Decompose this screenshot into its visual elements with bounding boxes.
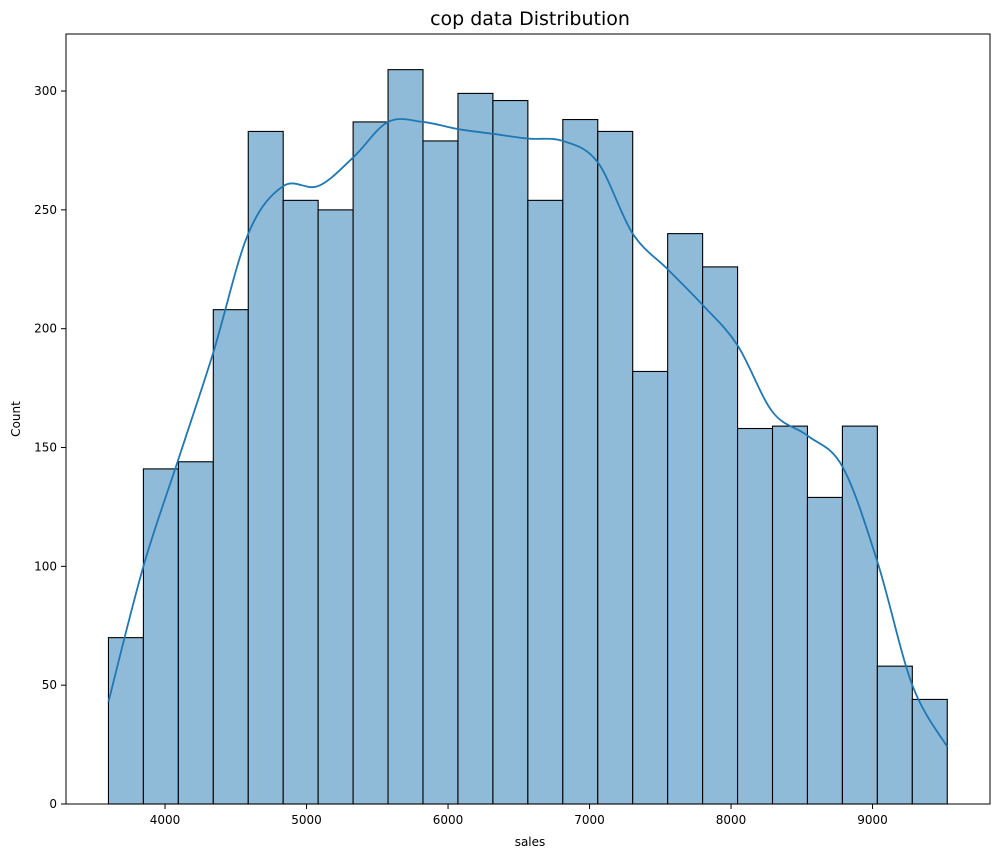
x-tick-label: 7000 xyxy=(574,813,605,827)
histogram-bar xyxy=(317,209,354,805)
histogram-bar xyxy=(352,121,389,805)
x-tick-label: 5000 xyxy=(291,813,322,827)
histogram-bar xyxy=(247,130,284,805)
histogram-bar xyxy=(702,266,739,805)
histogram-bar xyxy=(422,140,459,805)
histogram-bar xyxy=(107,637,144,805)
x-tick-label: 4000 xyxy=(150,813,181,827)
histogram-bar xyxy=(911,698,948,805)
histogram-bar xyxy=(667,233,704,805)
y-tick-label: 50 xyxy=(42,678,57,692)
y-tick-label: 250 xyxy=(34,203,57,217)
histogram-bar xyxy=(841,425,878,805)
histogram-bar xyxy=(562,119,599,805)
histogram-bar xyxy=(212,309,249,805)
x-tick-label: 8000 xyxy=(716,813,747,827)
y-tick-label: 200 xyxy=(34,322,57,336)
kde-curve xyxy=(107,118,949,748)
histogram-bar xyxy=(142,468,179,805)
plot-frame xyxy=(65,33,991,805)
histogram-bar xyxy=(737,427,774,805)
histogram-bar xyxy=(527,199,564,805)
y-tick-label: 150 xyxy=(34,441,57,455)
histogram-bar xyxy=(876,665,913,805)
histogram-bar xyxy=(806,496,843,805)
histogram-bars xyxy=(107,69,948,805)
y-axis: 0 50 100 150 200 250 300 xyxy=(34,84,66,811)
histogram-bar xyxy=(177,461,214,805)
histogram-bar xyxy=(282,199,319,805)
histogram-bar xyxy=(597,130,634,805)
histogram-bar xyxy=(632,370,669,805)
histogram-bar xyxy=(457,92,494,805)
x-tick-label: 9000 xyxy=(857,813,888,827)
histogram-bar xyxy=(387,69,424,805)
histogram-bar xyxy=(771,425,809,805)
histogram-bar xyxy=(492,99,529,805)
chart-title: cop data Distribution xyxy=(430,8,630,30)
y-tick-label: 100 xyxy=(34,559,57,573)
y-tick-label: 0 xyxy=(49,797,57,811)
y-tick-label: 300 xyxy=(34,84,57,98)
x-tick-label: 6000 xyxy=(433,813,464,827)
y-axis-label: Count xyxy=(9,401,23,437)
x-axis-label: sales xyxy=(515,835,546,849)
x-axis: 4000 5000 6000 7000 8000 9000 xyxy=(150,804,888,827)
